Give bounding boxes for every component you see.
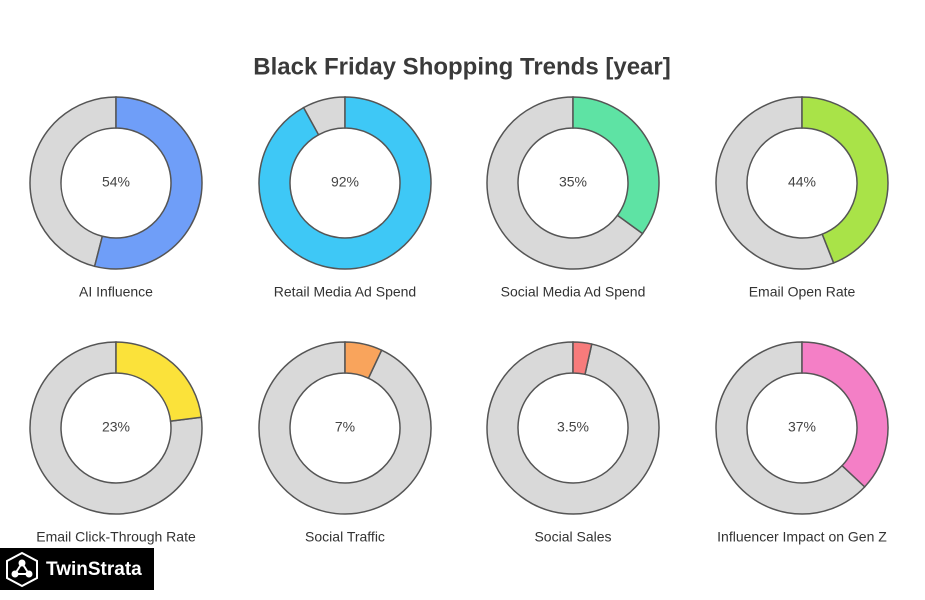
donut-title: Social Traffic [305,529,385,545]
donut-segment [801,341,889,488]
donut-remainder [715,96,835,270]
donut-remainder [258,341,432,515]
donut-title: Social Media Ad Spend [501,284,646,300]
donut-title: Retail Media Ad Spend [274,284,416,300]
donut-remainder [486,96,644,270]
donut-remainder [29,96,117,268]
donut-segment [344,341,383,380]
donut-value-label: 37% [788,419,816,435]
donut-remainder [486,341,660,515]
logo-badge: TwinStrata [0,548,154,590]
donut-remainder [715,341,866,515]
page-title: Black Friday Shopping Trends [year] [253,53,670,80]
donut-segment [572,341,593,376]
donut-value-label: 44% [788,174,816,190]
logo-text: TwinStrata [46,559,142,580]
donut-value-label: 35% [559,174,587,190]
donut-value-label: 54% [102,174,130,190]
donut-value-label: 23% [102,419,130,435]
donut-remainder [29,341,203,515]
donut-value-label: 92% [331,174,359,190]
donut-title: Email Click-Through Rate [36,529,196,545]
donut-title: Influencer Impact on Gen Z [717,529,887,545]
donut-segment [93,96,203,270]
donut-title: Social Sales [534,529,611,545]
donut-segment [115,341,203,422]
donut-segment [801,96,889,264]
donut-title: Email Open Rate [749,284,856,300]
donut-title: AI Influence [79,284,153,300]
donut-segment [258,96,432,270]
donut-value-label: 3.5% [557,419,589,435]
donut-value-label: 7% [335,419,355,435]
logo-icon [6,551,38,588]
donut-segment [572,96,660,235]
